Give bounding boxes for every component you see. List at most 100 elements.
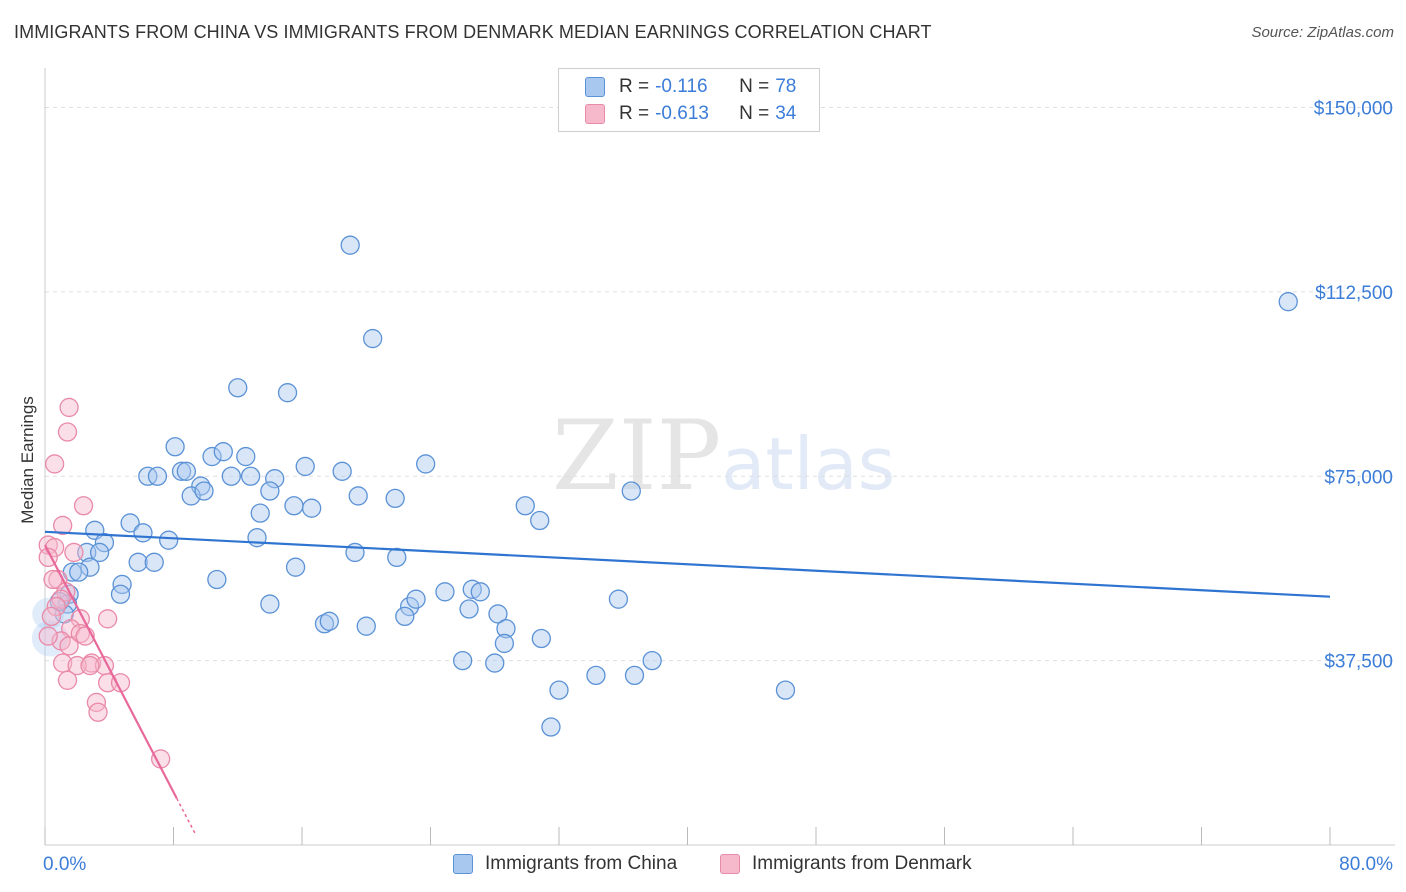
china-point — [549, 680, 569, 700]
china-point — [541, 717, 561, 737]
china-point — [416, 454, 436, 474]
china-point — [247, 528, 267, 548]
china-point — [488, 604, 508, 624]
legend-swatch-denmark — [585, 104, 605, 124]
china-point — [265, 469, 285, 489]
china-point — [128, 552, 148, 572]
bottom-legend-label-denmark: Immigrants from Denmark — [752, 853, 972, 874]
y-tick-label: $150,000 — [1314, 99, 1393, 120]
bottom-legend-swatch-china — [453, 854, 473, 874]
china-point — [515, 496, 535, 516]
bottom-legend-swatch-denmark — [720, 854, 740, 874]
china-point — [260, 481, 280, 501]
china-point — [395, 606, 415, 627]
denmark-trend-extension — [176, 797, 197, 836]
bottom-legend-denmark[interactable]: Immigrants from Denmark — [720, 852, 972, 876]
tick-layer: $37,500 $75,000 $112,500 $150,000 0.0% 80.0% — [43, 99, 1393, 876]
china-points — [31, 235, 1298, 737]
china-point — [284, 496, 304, 516]
china-point — [340, 235, 360, 255]
correlation-legend: R = -0.116 N = 78 R = -0.613 N = 34 — [558, 68, 820, 132]
denmark-point — [86, 692, 107, 713]
denmark-point — [59, 636, 79, 656]
legend-n-label-denmark: N = — [739, 103, 770, 124]
denmark-point — [46, 596, 66, 617]
china-point — [485, 653, 505, 673]
legend-row-china: R = -0.116 N = 78 — [585, 75, 796, 99]
axis-layer — [44, 68, 1395, 846]
china-point — [452, 650, 473, 671]
china-point — [459, 599, 479, 619]
denmark-point — [57, 670, 78, 690]
trend-layer — [44, 530, 1331, 836]
grid-layer — [45, 107, 1395, 662]
china-point — [69, 562, 89, 582]
china-point — [236, 446, 256, 467]
china-point — [94, 532, 115, 553]
china-point — [494, 633, 515, 654]
china-point — [260, 594, 280, 614]
china-point — [348, 486, 368, 506]
china-point — [202, 446, 222, 467]
china-point — [194, 481, 214, 501]
china-point — [144, 552, 164, 572]
chart-title: IMMIGRANTS FROM CHINA VS IMMIGRANTS FROM… — [14, 22, 932, 42]
china-point — [624, 665, 645, 686]
bottom-legend-label-china: Immigrants from China — [485, 853, 678, 874]
legend-r-value-denmark: -0.613 — [655, 103, 709, 124]
legend-r-label-china: R = — [619, 76, 650, 97]
china-point — [228, 378, 248, 398]
denmark-points — [38, 397, 171, 769]
china-point — [159, 530, 179, 550]
china-point — [221, 466, 241, 486]
bottom-legend-china[interactable]: Immigrants from China — [453, 852, 677, 876]
china-point-cluster — [32, 597, 65, 630]
denmark-point — [38, 626, 58, 646]
china-point — [406, 589, 426, 609]
legend-swatch-china — [585, 77, 605, 97]
china-point — [775, 680, 796, 700]
x-tick-label-min: 0.0% — [43, 854, 86, 875]
denmark-point — [53, 515, 73, 536]
china-point — [356, 616, 376, 636]
china-point — [387, 547, 407, 568]
watermark: ZIPatlas — [552, 400, 895, 512]
china-point — [165, 437, 185, 457]
denmark-point — [88, 702, 108, 722]
china-point — [1278, 292, 1298, 312]
china-point-cluster — [31, 620, 68, 657]
china-point — [285, 557, 306, 577]
china-point — [240, 466, 261, 486]
china-point — [586, 665, 606, 686]
denmark-point — [59, 397, 79, 418]
china-point — [80, 557, 100, 577]
china-point — [147, 466, 168, 486]
legend-n-label-china: N = — [739, 76, 770, 97]
denmark-point — [41, 606, 62, 627]
china-point — [435, 582, 455, 602]
china-point — [608, 589, 629, 609]
denmark-point — [80, 655, 100, 676]
y-tick-label: $37,500 — [1324, 652, 1393, 673]
china-point — [332, 461, 352, 481]
legend-row-denmark: R = -0.613 N = 34 — [585, 102, 796, 126]
china-point — [295, 456, 315, 477]
china-point — [112, 574, 132, 595]
watermark-atlas: atlas — [721, 422, 896, 506]
china-point — [120, 513, 140, 533]
legend-r-value-china: -0.116 — [655, 76, 708, 97]
china-point — [250, 503, 270, 523]
china-point — [531, 628, 551, 649]
denmark-point — [64, 542, 84, 563]
denmark-point — [97, 609, 118, 629]
china-point — [110, 584, 131, 604]
denmark-point — [57, 422, 78, 442]
denmark-trend-line — [44, 544, 178, 799]
source-credit: Source: ZipAtlas.com — [1251, 24, 1394, 41]
china-point — [319, 611, 339, 631]
denmark-point — [73, 496, 94, 516]
china-point — [277, 383, 298, 403]
y-tick-label: $75,000 — [1324, 467, 1393, 488]
china-point — [171, 461, 192, 481]
